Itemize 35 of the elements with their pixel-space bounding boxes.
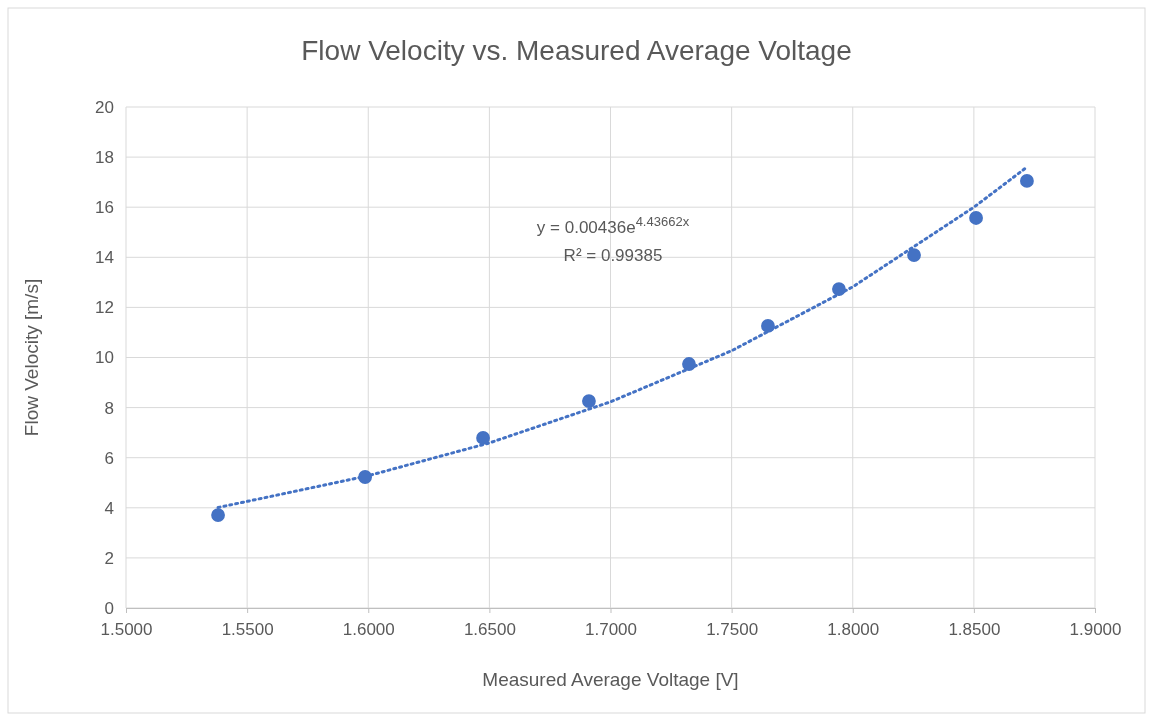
chart-title: Flow Velocity vs. Measured Average Voltage bbox=[301, 35, 852, 66]
y-tick-label: 14 bbox=[95, 248, 114, 268]
x-tick-label: 1.5500 bbox=[221, 619, 274, 639]
y-tick-label: 0 bbox=[104, 598, 114, 618]
y-tick-label: 20 bbox=[95, 97, 114, 117]
x-tick-label: 1.5000 bbox=[100, 619, 153, 639]
x-axis-title: Measured Average Voltage [V] bbox=[482, 669, 739, 690]
x-tick-label: 1.8000 bbox=[827, 619, 880, 639]
point bbox=[358, 470, 373, 484]
point bbox=[476, 431, 490, 445]
x-tick-label: 1.7000 bbox=[585, 619, 637, 639]
point bbox=[682, 357, 696, 371]
point bbox=[761, 319, 775, 333]
point bbox=[1020, 174, 1034, 188]
point bbox=[907, 248, 921, 262]
y-tick-label: 12 bbox=[95, 298, 114, 318]
y-tick-label: 8 bbox=[104, 398, 114, 418]
y-tick-label: 4 bbox=[104, 498, 114, 518]
x-tick-label: 1.6000 bbox=[342, 619, 395, 639]
y-tick-label: 6 bbox=[104, 448, 114, 468]
point bbox=[582, 394, 596, 408]
y-tick-label: 18 bbox=[95, 148, 114, 168]
annotation: R² = 0.99385 bbox=[563, 246, 663, 265]
x-tick-label: 1.7500 bbox=[706, 619, 759, 639]
y-axis-title: Flow Velocity [m/s] bbox=[21, 278, 42, 437]
y-tick-label: 2 bbox=[104, 548, 114, 568]
x-tick-label: 1.8500 bbox=[948, 619, 1001, 639]
x-tick-label: 1.6500 bbox=[463, 619, 516, 639]
point bbox=[832, 282, 846, 297]
y-tick-label: 16 bbox=[95, 198, 114, 218]
point bbox=[211, 508, 225, 522]
x-tick-label: 1.9000 bbox=[1069, 619, 1122, 639]
annotation: y = 0.00436e$^{4.43662x}$ bbox=[536, 213, 690, 237]
y-tick-label: 10 bbox=[95, 348, 114, 368]
point bbox=[969, 211, 983, 225]
